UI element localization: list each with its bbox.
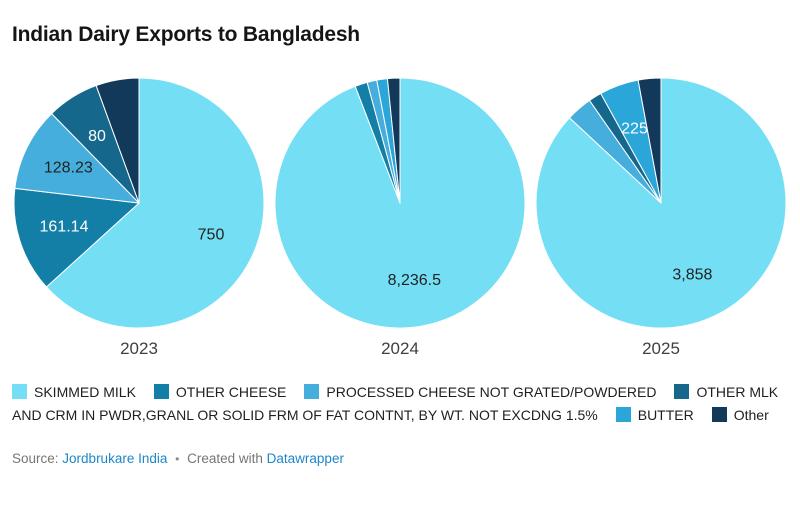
source-link[interactable]: Jordbrukare India [62, 451, 168, 466]
legend-item-3: OTHER MLK AND CRM IN PWDR,GRANL OR SOLID… [12, 384, 778, 423]
slice-label: 225 [621, 120, 648, 137]
legend-swatch [304, 384, 320, 399]
footer-separator: • [175, 452, 180, 466]
year-label: 2025 [642, 339, 680, 358]
pie-chart-2023: 750 161.14 128.23 80 2023 [12, 76, 266, 359]
slice-label: 750 [198, 226, 225, 243]
source-label: Source: [12, 451, 59, 466]
slice-label: 80 [88, 128, 106, 145]
pie-svg-2024: 8,236.5 [274, 77, 526, 329]
pie-svg-2025: 3,858 225 [535, 77, 787, 329]
legend-label: OTHER CHEESE [175, 384, 287, 400]
legend-item-2: PROCESSED CHEESE NOT GRATED/POWDERED [304, 384, 656, 400]
legend-swatch [674, 384, 690, 399]
legend-item-5: Other [711, 407, 769, 423]
slice-label: 161.14 [40, 219, 89, 236]
datawrapper-chart: Indian Dairy Exports to Bangladesh 750 16… [12, 22, 788, 466]
legend-swatch [12, 384, 27, 399]
legend-label: PROCESSED CHEESE NOT GRATED/POWDERED [326, 384, 657, 400]
pie-slice-2023-2[interactable] [14, 113, 140, 204]
pies-row: 750 161.14 128.23 80 2023 8,236.5 2024 3,858 225… [12, 76, 788, 359]
legend-label: OTHER MLK AND CRM IN PWDR,GRANL OR SOLID… [12, 384, 779, 423]
legend-item-0: SKIMMED MILK [12, 384, 136, 400]
pie-chart-2024: 8,236.5 2024 [273, 76, 527, 359]
legend-item-1: OTHER CHEESE [153, 384, 287, 400]
pie-slice-2025-0[interactable] [535, 77, 787, 329]
legend-swatch [711, 407, 727, 422]
slice-label: 128.23 [44, 160, 93, 177]
pie-svg-2023: 750 161.14 128.23 80 [13, 77, 265, 329]
legend-item-4: BUTTER [615, 407, 694, 423]
chart-legend: SKIMMED MILK OTHER CHEESE PROCESSED CHEESE… [12, 381, 788, 427]
slice-label: 8,236.5 [388, 272, 441, 289]
pie-slice-2023-5[interactable] [95, 77, 140, 204]
pie-slice-2024-5[interactable] [386, 77, 401, 204]
legend-label: BUTTER [637, 407, 694, 423]
year-label: 2024 [381, 339, 419, 358]
slice-label: 3,858 [672, 267, 712, 284]
legend-label: SKIMMED MILK [34, 384, 136, 400]
pie-slice-2023-0[interactable] [45, 77, 265, 329]
pie-slice-2023-1[interactable] [13, 187, 140, 288]
legend-swatch [153, 384, 169, 399]
chart-title: Indian Dairy Exports to Bangladesh [12, 23, 360, 46]
legend-swatch [615, 407, 631, 422]
pie-chart-2025: 3,858 225 2025 [534, 76, 788, 359]
created-label: Created with [187, 451, 263, 466]
legend-label: Other [733, 407, 769, 423]
pie-slice-2025-5[interactable] [637, 77, 662, 204]
chart-footer: Source: Jordbrukare India • Created with… [12, 451, 788, 466]
datawrapper-link[interactable]: Datawrapper [266, 451, 344, 466]
year-label: 2023 [120, 339, 158, 358]
